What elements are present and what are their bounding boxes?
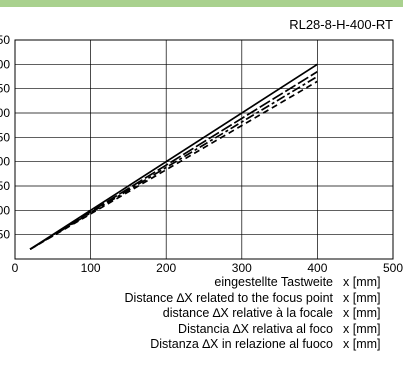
x-tick-label: 300 — [232, 261, 252, 275]
legend-label-es: Distancia ∆X relativa al foco — [178, 321, 333, 336]
legend-row-de: eingestellte Tastweite x [mm] — [0, 275, 403, 291]
plot-frame — [14, 39, 394, 260]
x-tick-label: 100 — [81, 261, 101, 275]
chart-series — [29, 63, 318, 251]
y-tick-label: 50 — [0, 228, 10, 242]
legend-unit-it: x [mm] — [343, 337, 381, 351]
legend-label-en: Distance ∆X related to the focus point — [124, 290, 333, 305]
legend-row-es: Distancia ∆X relativa al foco x [mm] — [0, 322, 403, 338]
y-tick-label: 250 — [0, 130, 10, 144]
legend-row-en: Distance ∆X related to the focus point x… — [0, 291, 403, 307]
y-tick-label: 200 — [0, 155, 10, 169]
legend-label-de: eingestellte Tastweite — [214, 275, 333, 289]
x-tick-label: 0 — [12, 261, 19, 275]
chart-grid — [15, 40, 393, 259]
chart: 0 100 200 300 400 500 50 100 150 200 250 300 350 400… — [0, 33, 403, 275]
series-line-4 — [29, 80, 318, 251]
y-tick-label: 100 — [0, 203, 10, 217]
model-label: RL28-8-H-400-RT — [289, 17, 393, 32]
x-tick-label: 200 — [156, 261, 176, 275]
legend-label-fr: distance ∆X relative à la focale — [162, 306, 333, 320]
y-tick-label: 450 — [0, 33, 10, 47]
legend-label-it: Distanza ∆X in relazione al fuoco — [150, 337, 333, 351]
axis-legend: eingestellte Tastweite x [mm] Distance ∆… — [0, 275, 403, 353]
legend-unit-de: x [mm] — [343, 275, 381, 289]
legend-unit-es: x [mm] — [343, 321, 381, 336]
top-accent-band — [0, 0, 403, 7]
y-tick-label: 400 — [0, 57, 10, 71]
y-tick-label: 350 — [0, 82, 10, 96]
y-tick-labels: 50 100 150 200 250 300 350 400 450 — [0, 33, 10, 242]
y-tick-label: 150 — [0, 179, 10, 193]
x-tick-label: 500 — [383, 261, 403, 275]
x-tick-labels: 0 100 200 300 400 500 — [12, 261, 403, 275]
y-tick-label: 300 — [0, 106, 10, 120]
legend-row-fr: distance ∆X relative à la focale x [mm] — [0, 306, 403, 322]
legend-row-it: Distanza ∆X in relazione al fuoco x [mm] — [0, 337, 403, 353]
series-line-1 — [29, 63, 318, 250]
legend-unit-fr: x [mm] — [343, 306, 381, 320]
x-tick-label: 400 — [307, 261, 327, 275]
legend-unit-en: x [mm] — [343, 290, 381, 305]
